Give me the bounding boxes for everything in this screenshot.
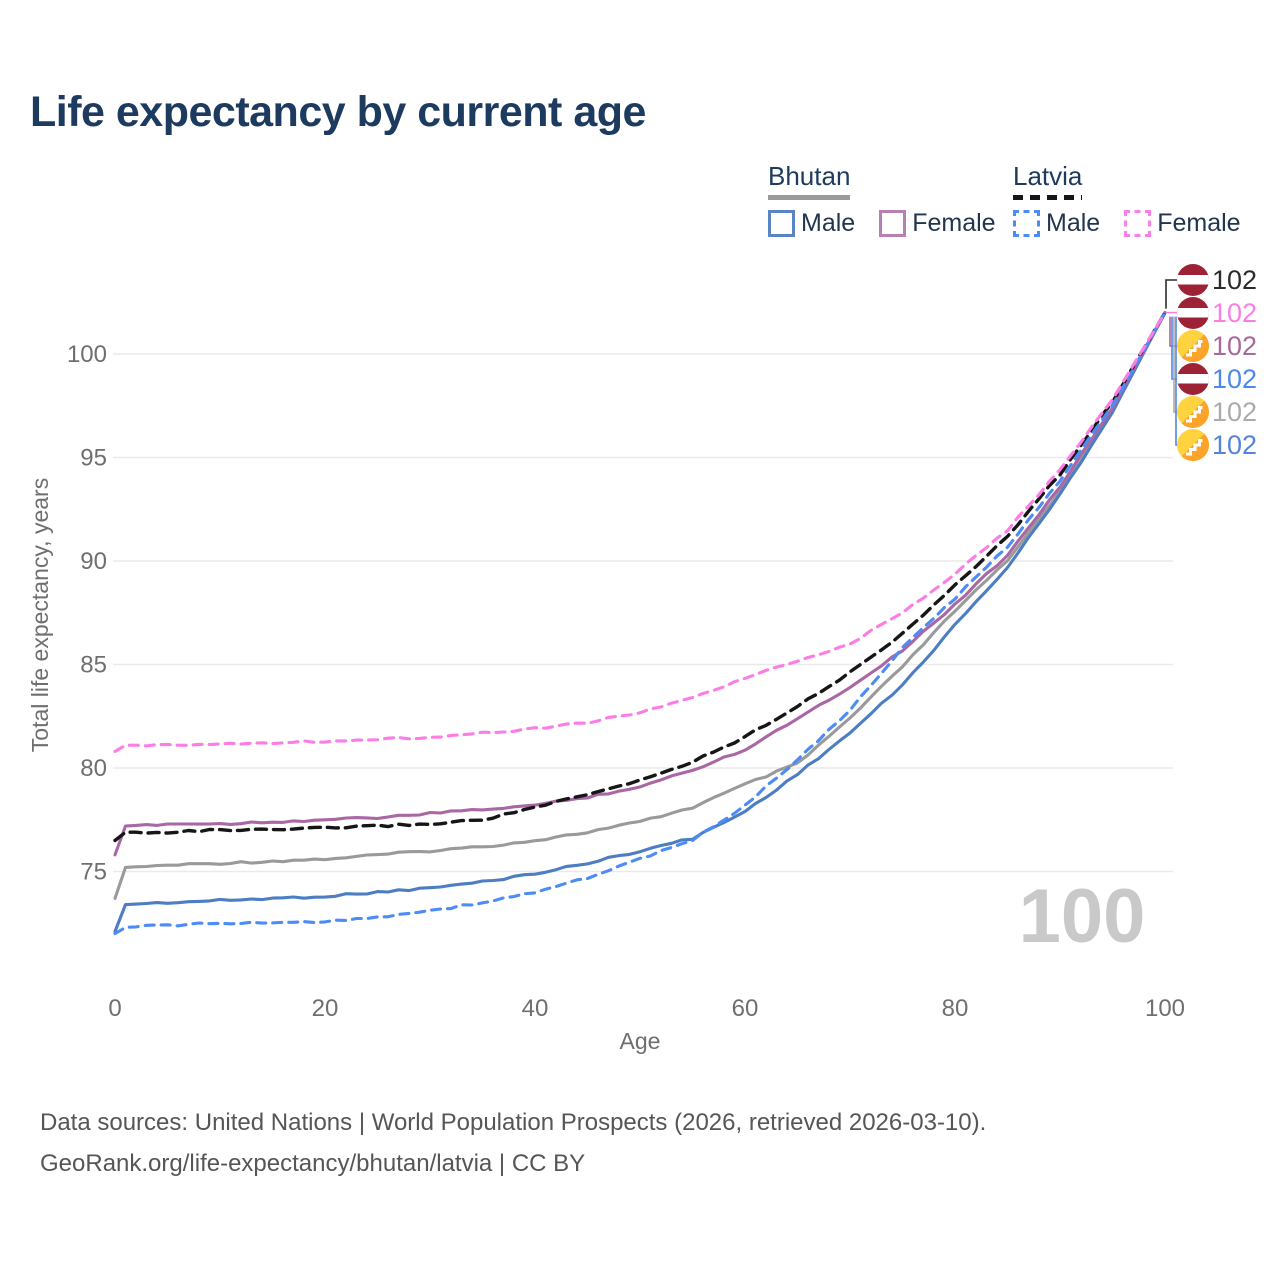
latvia-line-style-sample <box>1013 195 1083 200</box>
line-bhutan-male[interactable] <box>113 311 1167 934</box>
bhutan-flag-icon <box>1177 429 1209 461</box>
end-label-leader-lines <box>1165 279 1177 446</box>
legend-bhutan-header[interactable]: Bhutan <box>768 161 851 200</box>
legend-bhutan-group: Bhutan Male Female <box>768 161 996 238</box>
end-value-bhutan-both-sexes-[interactable]: 102 <box>1212 397 1257 427</box>
bhutan-line-style-sample <box>768 195 851 200</box>
legend-item-bhutan-male[interactable]: Male <box>768 209 855 238</box>
latvia-flag-icon <box>1177 297 1209 329</box>
legend-latvia-female-label: Female <box>1157 209 1241 237</box>
bhutan-flag-icon <box>1177 396 1209 428</box>
legend-latvia-group: Latvia Male Female <box>1013 161 1241 238</box>
latvia-flag-icon <box>1177 264 1209 296</box>
legend-latvia-title: Latvia <box>1013 161 1083 191</box>
end-value-bhutan-female[interactable]: 102 <box>1212 331 1257 361</box>
end-value-latvia-male[interactable]: 102 <box>1212 364 1257 394</box>
svg-text:80: 80 <box>80 755 107 782</box>
svg-text:20: 20 <box>312 995 339 1022</box>
end-value-latvia-both-sexes-[interactable]: 102 <box>1212 265 1257 295</box>
line-latvia-female[interactable] <box>113 311 1167 753</box>
series-lines[interactable] <box>113 310 1167 936</box>
current-age-watermark: 100 <box>1019 874 1146 959</box>
svg-text:0: 0 <box>108 995 121 1022</box>
legend-bhutan-female-label: Female <box>912 209 996 237</box>
svg-text:80: 80 <box>942 995 969 1022</box>
svg-text:90: 90 <box>80 548 107 575</box>
footer-sources-line: Data sources: United Nations | World Pop… <box>40 1109 987 1136</box>
legend-latvia-header[interactable]: Latvia <box>1013 161 1083 200</box>
svg-text:85: 85 <box>80 652 107 679</box>
line-bhutan-both[interactable] <box>113 311 1167 900</box>
svg-text:60: 60 <box>732 995 759 1022</box>
svg-text:100: 100 <box>67 341 107 368</box>
svg-text:40: 40 <box>522 995 549 1022</box>
svg-text:100: 100 <box>1145 995 1185 1022</box>
latvia-female-swatch-icon <box>1124 210 1152 237</box>
legend-bhutan-male-label: Male <box>801 209 856 237</box>
bhutan-flag-icon <box>1177 330 1209 362</box>
page-title: Life expectancy by current age <box>30 88 646 136</box>
end-value-bhutan-male[interactable]: 102 <box>1212 430 1257 460</box>
latvia-flag-icon <box>1177 363 1209 395</box>
bhutan-female-swatch-icon <box>879 210 907 237</box>
line-latvia-both[interactable] <box>113 310 1167 843</box>
line-bhutan-female[interactable] <box>113 311 1167 857</box>
axis-tick-labels: 75 80 85 90 95 100 0 20 40 60 80 100 <box>67 341 1185 1022</box>
latvia-male-swatch-icon <box>1013 210 1040 237</box>
svg-text:95: 95 <box>80 445 107 472</box>
x-axis-title: Age <box>620 1028 661 1054</box>
line-latvia-male[interactable] <box>113 311 1167 936</box>
svg-text:75: 75 <box>80 859 107 886</box>
gridlines <box>113 353 1173 873</box>
bhutan-male-swatch-icon <box>768 210 795 237</box>
legend-item-latvia-male[interactable]: Male <box>1013 209 1100 238</box>
end-value-latvia-female[interactable]: 102 <box>1212 298 1257 328</box>
legend-bhutan-title: Bhutan <box>768 161 851 191</box>
footer-url-line: GeoRank.org/life-expectancy/bhutan/latvi… <box>40 1150 586 1177</box>
legend-item-latvia-female[interactable]: Female <box>1124 209 1241 238</box>
legend-latvia-male-label: Male <box>1046 209 1101 237</box>
legend-item-bhutan-female[interactable]: Female <box>879 209 996 238</box>
y-axis-title: Total life expectancy, years <box>27 478 53 752</box>
data-sources-footer: Data sources: United Nations | World Pop… <box>40 1102 986 1184</box>
